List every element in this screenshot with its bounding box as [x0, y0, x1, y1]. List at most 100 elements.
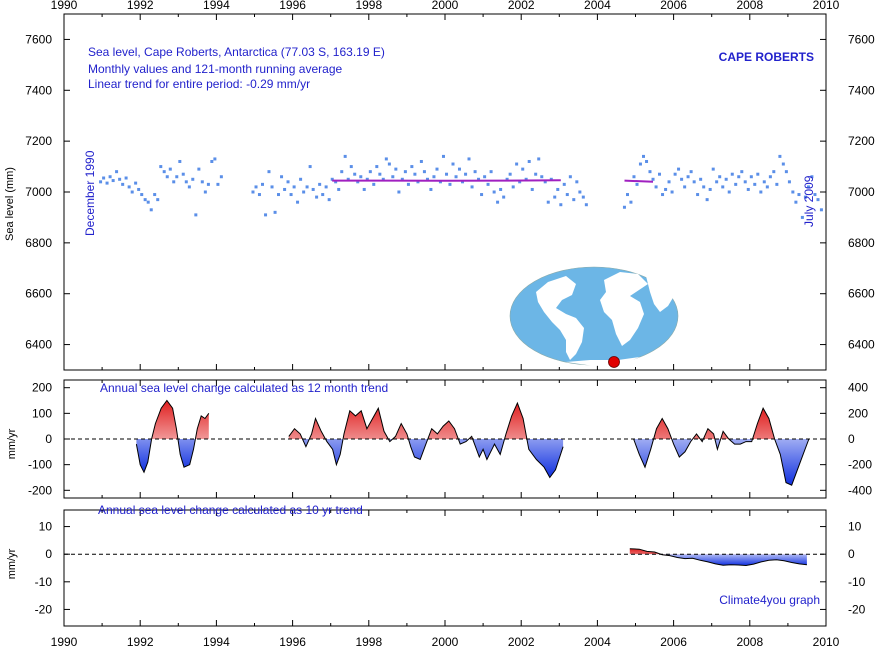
monthly-point — [689, 170, 693, 174]
monthly-point — [734, 182, 738, 186]
monthly-point — [759, 190, 763, 194]
top-x-tick-label: 2002 — [508, 0, 535, 12]
panel1-y-left-tick-label: 7400 — [25, 83, 52, 97]
negative-area — [633, 439, 809, 486]
panel3-title: Annual sea level change calculated as 10… — [98, 503, 363, 517]
monthly-point — [483, 175, 487, 179]
monthly-point — [302, 190, 306, 194]
monthly-point — [515, 162, 519, 166]
monthly-point — [362, 187, 366, 191]
globe-land-antarctica — [566, 357, 640, 366]
monthly-point — [524, 177, 528, 181]
monthly-point — [149, 208, 153, 212]
top-x-tick-label: 1998 — [355, 0, 382, 12]
monthly-point — [261, 182, 265, 186]
change-line — [288, 401, 564, 479]
monthly-point — [708, 187, 712, 191]
monthly-point — [400, 177, 404, 181]
monthly-point — [683, 185, 687, 189]
monthly-point — [387, 162, 391, 166]
positive-area — [136, 400, 209, 439]
positive-area — [633, 408, 809, 439]
monthly-point — [200, 180, 204, 184]
monthly-point — [425, 177, 429, 181]
running-average-line — [624, 179, 654, 183]
monthly-point — [699, 177, 703, 181]
monthly-point — [432, 175, 436, 179]
monthly-point — [108, 175, 112, 179]
world-map-globe — [509, 266, 679, 368]
monthly-point — [134, 181, 138, 185]
panel1-y-left-tick-label: 7200 — [25, 134, 52, 148]
monthly-point — [667, 180, 671, 184]
monthly-point — [540, 175, 544, 179]
monthly-point — [181, 172, 185, 176]
monthly-point — [568, 175, 572, 179]
monthly-point — [296, 200, 300, 204]
bottom-x-tick-label: 2010 — [813, 635, 840, 649]
bottom-x-tick-label: 1998 — [355, 635, 382, 649]
monthly-point — [677, 167, 681, 171]
monthly-point — [489, 170, 493, 174]
globe-land-asia — [646, 276, 674, 312]
top-x-tick-label: 2004 — [584, 0, 611, 12]
monthly-point — [321, 193, 325, 197]
panel3-y-left-tick-label: -10 — [35, 575, 53, 589]
monthly-point — [625, 193, 629, 197]
monthly-point — [162, 170, 166, 174]
monthly-point — [537, 157, 541, 161]
monthly-point — [772, 170, 776, 174]
monthly-point — [438, 180, 442, 184]
monthly-point — [178, 159, 182, 163]
monthly-point — [508, 172, 512, 176]
monthly-point — [511, 185, 515, 189]
monthly-point — [486, 182, 490, 186]
monthly-point — [740, 170, 744, 174]
monthly-point — [435, 167, 439, 171]
monthly-point — [749, 175, 753, 179]
panel3-y-left-tick-label: 0 — [45, 547, 52, 561]
monthly-point — [257, 193, 261, 197]
negative-area — [136, 439, 209, 473]
monthly-point — [638, 162, 642, 166]
panel1-y-left-tick-label: 7000 — [25, 185, 52, 199]
monthly-point — [365, 177, 369, 181]
monthly-point — [534, 172, 538, 176]
monthly-point — [337, 187, 341, 191]
panel3-ylabel: mm/yr — [6, 548, 18, 579]
top-x-tick-label: 1992 — [127, 0, 154, 12]
monthly-point — [406, 182, 410, 186]
monthly-point — [102, 176, 106, 180]
panel1-y-right-tick-label: 7200 — [848, 134, 875, 148]
panel2-y-left-tick-label: 200 — [32, 381, 52, 395]
monthly-point — [787, 180, 791, 184]
monthly-point — [692, 180, 696, 184]
monthly-point — [762, 180, 766, 184]
monthly-point — [765, 185, 769, 189]
monthly-point — [121, 182, 125, 186]
monthly-point — [527, 159, 531, 163]
monthly-point — [496, 200, 500, 204]
monthly-point — [413, 172, 417, 176]
top-x-tick-label: 2006 — [660, 0, 687, 12]
monthly-point — [327, 198, 331, 202]
negative-area — [288, 439, 564, 478]
credit-label: Climate4you graph — [719, 593, 820, 607]
monthly-point — [457, 167, 461, 171]
panel2-y-right-tick-label: -400 — [848, 483, 872, 497]
panel1-title-line-2: Monthly values and 121-month running ave… — [88, 62, 342, 76]
monthly-point — [270, 185, 274, 189]
panel3-y-left-tick-label: -20 — [35, 602, 53, 616]
monthly-point — [705, 198, 709, 202]
monthly-point — [168, 167, 172, 171]
monthly-point — [806, 185, 810, 189]
panel1-ylabel: Sea level (mm) — [4, 167, 16, 241]
monthly-point — [172, 180, 176, 184]
monthly-point — [391, 175, 395, 179]
globe-land-europe-africa — [600, 272, 648, 346]
monthly-point — [648, 170, 652, 174]
panel1-y-left-tick-label: 7600 — [25, 32, 52, 46]
monthly-point — [470, 185, 474, 189]
monthly-point — [289, 193, 293, 197]
end-date-label: July 2009 — [802, 175, 816, 227]
